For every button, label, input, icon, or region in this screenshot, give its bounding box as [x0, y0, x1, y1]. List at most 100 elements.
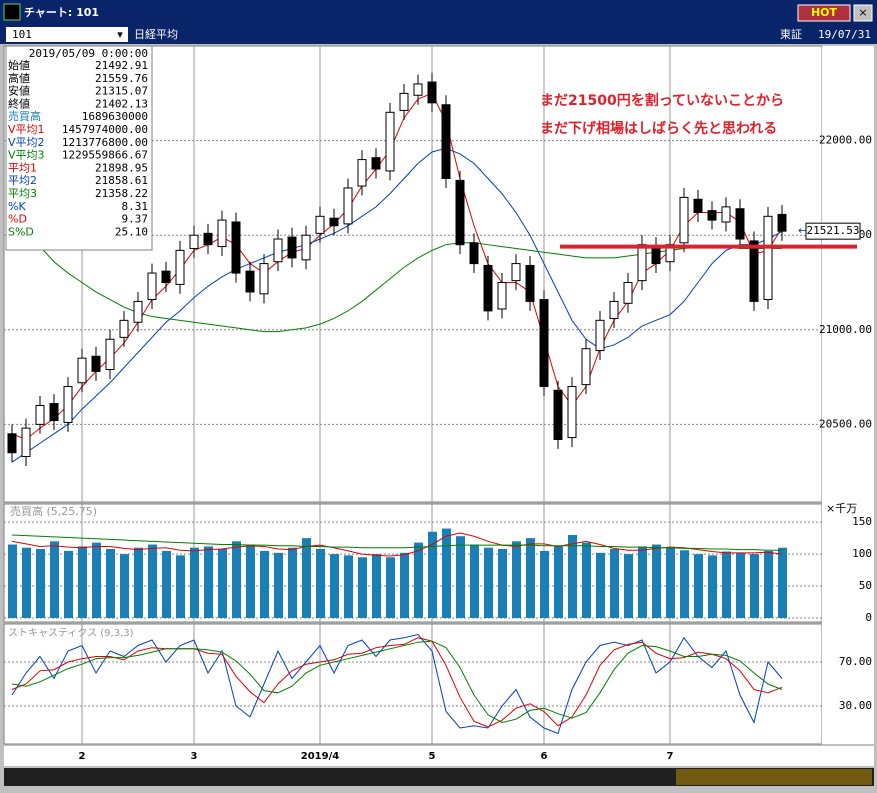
- candle-body: [637, 244, 647, 282]
- volume-bar: [176, 555, 185, 618]
- volume-bar: [148, 544, 157, 618]
- volume-bar: [246, 544, 255, 618]
- y-tick-label: 22000.00: [819, 134, 872, 147]
- volume-bar: [428, 531, 437, 618]
- candle-body: [651, 246, 661, 265]
- info-value: 25.10: [115, 225, 148, 238]
- annotation: まだ21500円を割っていないことから: [540, 92, 784, 109]
- volume-bar: [50, 541, 59, 618]
- volume-bar: [78, 546, 87, 618]
- toolbar: [0, 24, 877, 44]
- y-tick-label: 150: [852, 515, 872, 528]
- candle-body: [91, 355, 101, 372]
- volume-bar: [190, 547, 199, 618]
- y-tick-label: 21000.00: [819, 323, 872, 336]
- info-label: %K: [8, 200, 26, 213]
- candle-body: [161, 270, 171, 284]
- volume-bar: [288, 547, 297, 618]
- info-label: 平均2: [8, 174, 37, 187]
- close-button[interactable]: [853, 4, 873, 22]
- app-icon: [3, 3, 21, 21]
- volume-bar: [92, 542, 101, 618]
- info-datetime: 2019/05/09 0:00:00: [29, 47, 148, 60]
- candle-body: [203, 232, 213, 246]
- close-icon[interactable]: ×: [858, 6, 867, 19]
- window-title: チャート: 101: [24, 6, 99, 19]
- y-tick-label: 30.00: [839, 699, 872, 712]
- volume-bar: [358, 557, 367, 618]
- candle-body: [385, 111, 395, 172]
- info-label: %D: [8, 213, 27, 226]
- volume-bar: [400, 552, 409, 618]
- hot-label[interactable]: HOT: [811, 6, 838, 19]
- candle-body: [763, 215, 773, 301]
- volume-bar: [330, 554, 339, 618]
- candle-body: [35, 404, 45, 425]
- volume-bar: [694, 554, 703, 618]
- candle-body: [259, 263, 269, 295]
- candle-body: [427, 81, 437, 104]
- candle-body: [49, 403, 59, 422]
- info-panel: [5, 45, 153, 251]
- volume-bar: [232, 541, 241, 618]
- candle-body: [343, 187, 353, 225]
- scrollbar[interactable]: [4, 768, 874, 786]
- moving-average: [11, 147, 783, 463]
- volume-bar: [680, 550, 689, 618]
- candle-body: [567, 386, 577, 439]
- volume-bar: [456, 536, 465, 618]
- candle-body: [105, 338, 115, 371]
- as-of-date: 19/07/31: [818, 28, 871, 41]
- info-label: 高値: [8, 71, 30, 85]
- y-tick-label: 100: [852, 547, 872, 560]
- candle-body: [623, 282, 633, 304]
- candle-body: [539, 299, 549, 388]
- dropdown-arrow[interactable]: ▾: [117, 28, 123, 41]
- candle-body: [273, 238, 283, 263]
- stochastic-line: [11, 633, 783, 735]
- x-tick-label: 2019/4: [301, 751, 339, 762]
- x-tick-label: 5: [429, 751, 436, 762]
- candle-body: [497, 282, 507, 310]
- right-axis: [822, 46, 874, 744]
- volume-bar: [624, 554, 633, 618]
- volume-bar: [106, 549, 115, 618]
- title-bar: [0, 0, 877, 24]
- candle-body: [315, 215, 325, 234]
- candle-body: [777, 213, 787, 232]
- y-tick-label: 0: [865, 611, 872, 624]
- x-tick-label: 3: [191, 751, 198, 762]
- volume-bar: [540, 550, 549, 618]
- plot-layer: 232019/456722000.0021500.0021000.0020500…: [4, 46, 872, 762]
- hot-button[interactable]: [797, 4, 851, 22]
- candle-body: [511, 263, 521, 282]
- info-label: 平均1: [8, 161, 37, 174]
- volume-bar: [498, 549, 507, 618]
- volume-bar: [8, 544, 17, 618]
- candle-body: [63, 386, 73, 423]
- volume-bar: [470, 544, 479, 618]
- y-tick-label: 50: [859, 579, 872, 592]
- volume-bar: [22, 547, 31, 618]
- volume-bar: [568, 534, 577, 618]
- candle-body: [7, 433, 17, 454]
- annotation: まだ下げ相場はしばらく先と思われる: [540, 120, 777, 137]
- volume-bar: [708, 555, 717, 618]
- candle-body: [119, 319, 129, 338]
- candle-body: [609, 300, 619, 319]
- info-label: 売買高: [8, 109, 41, 123]
- info-label: S%D: [8, 225, 34, 238]
- volume-bar: [596, 552, 605, 618]
- volume-average: [11, 532, 783, 557]
- volume-bar: [162, 550, 171, 618]
- scroll-thumb[interactable]: [676, 769, 872, 785]
- info-value: 9.37: [122, 213, 149, 226]
- info-label: V平均3: [8, 149, 45, 162]
- volume-bar: [134, 547, 143, 618]
- stochastic-line: [11, 640, 783, 724]
- symbol[interactable]: 101: [12, 28, 32, 41]
- symbol-box[interactable]: [6, 27, 128, 42]
- volume-bar: [64, 550, 73, 618]
- volume-bar: [204, 546, 213, 618]
- y-tick-label: 20500.00: [819, 417, 872, 430]
